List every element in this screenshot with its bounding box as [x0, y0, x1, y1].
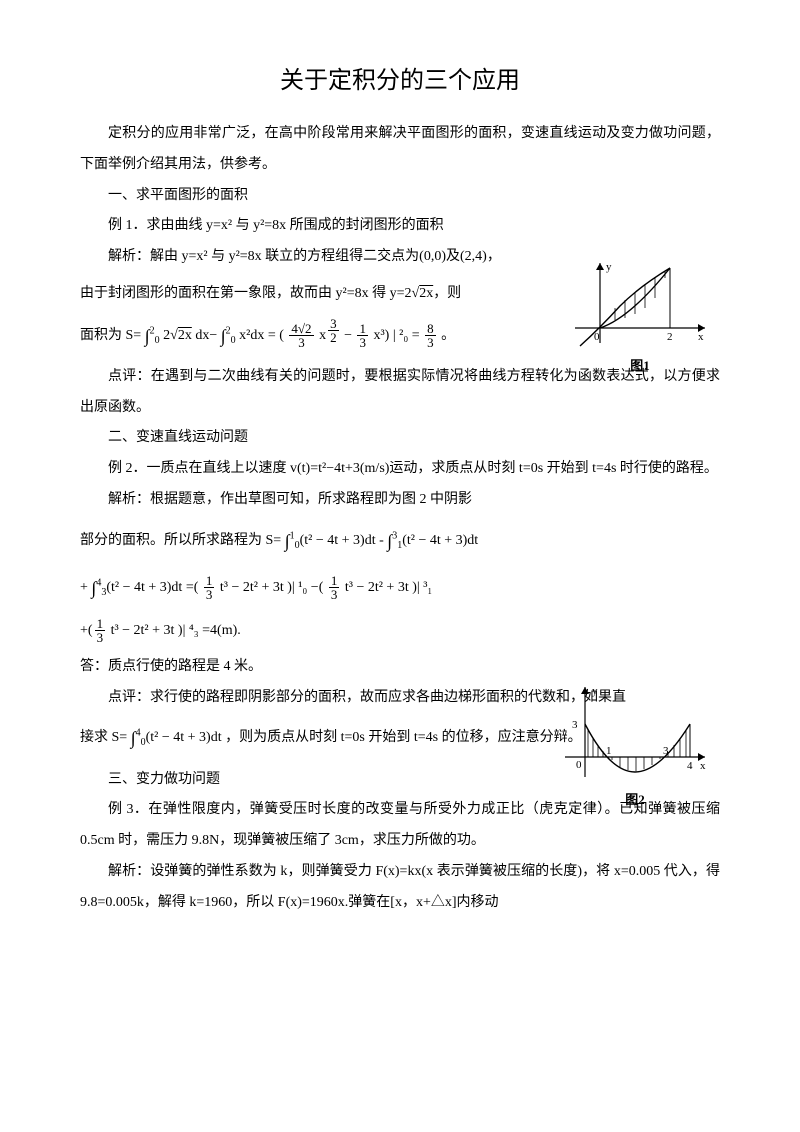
- text-fragment: = (: [268, 328, 284, 343]
- cubic-expr: t³ − 2t² + 3t: [345, 580, 409, 595]
- fraction-8-3: 83: [425, 322, 436, 349]
- example-2-analysis-1: 解析：根据题意，作出草图可知，所求路程即为图 2 中阴影: [80, 485, 720, 516]
- text-fragment: 接求 S=: [80, 730, 127, 745]
- int-lower: 0: [231, 334, 236, 345]
- eval-limits: ¹₀: [298, 580, 307, 595]
- text-fragment: x: [319, 328, 326, 343]
- integrand: (t² − 4t + 3)dt: [146, 730, 222, 745]
- sqrt-2x: 2x: [419, 286, 433, 301]
- y-arrow: [596, 263, 604, 270]
- example-2-expr-3: +(13 t³ − 2t² + 3t )| ⁴₃ =4(m).: [80, 614, 720, 648]
- figure-2-svg: 3 0 1 3 4 x y: [560, 682, 710, 782]
- text-fragment: x³) |: [373, 328, 399, 343]
- hatch-middle: [612, 757, 660, 771]
- x-tick-3: 3: [663, 745, 669, 757]
- figure-1: 0 2 x y 图1: [570, 258, 710, 368]
- fraction-1-3: 13: [95, 617, 106, 644]
- text-fragment: 由于封闭图形的面积在第一象限，故而由 y²=8x 得 y=2: [80, 286, 412, 301]
- text-fragment: )|: [178, 623, 189, 638]
- figure-2: 3 0 1 3 4 x y 图2: [560, 682, 710, 802]
- text-fragment: +: [80, 580, 88, 595]
- result: =4(m).: [202, 623, 241, 638]
- text-fragment: dx−: [195, 328, 217, 343]
- cubic-expr: t³ − 2t² + 3t: [220, 580, 284, 595]
- text-fragment: x²dx: [239, 328, 264, 343]
- integrand: (t² − 4t + 3)dt: [402, 533, 478, 548]
- text-fragment: −(: [311, 580, 324, 595]
- sqrt-2x: 2x: [178, 328, 192, 343]
- example-3-analysis: 解析：设弹簧的弹性系数为 k，则弹簧受力 F(x)=kx(x 表示弹簧被压缩的长…: [80, 857, 720, 919]
- fraction-1-3: 13: [329, 574, 340, 601]
- cubic-expr: t³ − 2t² + 3t: [111, 623, 175, 638]
- text-fragment: −: [344, 328, 355, 343]
- tick-2: 2: [667, 331, 673, 343]
- hatch-lines: [615, 271, 665, 320]
- eval-limits: ³₁: [423, 580, 432, 595]
- section-1-heading: 一、求平面图形的面积: [80, 181, 720, 212]
- int-lower: 0: [155, 334, 160, 345]
- page-title: 关于定积分的三个应用: [80, 60, 720, 95]
- y-arrow: [581, 687, 589, 694]
- x-tick-4: 4: [687, 760, 693, 772]
- eval-limits: ²₀: [399, 328, 408, 343]
- text-fragment: =(: [186, 580, 199, 595]
- fraction-1-3: 13: [204, 574, 215, 601]
- fraction-1-3: 13: [357, 322, 368, 349]
- x-tick-1: 1: [606, 745, 612, 757]
- integrand: (t² − 4t + 3)dt: [300, 533, 376, 548]
- fraction-3-2: 32: [328, 317, 339, 344]
- integrand: (t² − 4t + 3)dt: [106, 580, 182, 595]
- example-2-title: 例 2．一质点在直线上以速度 v(t)=t²−4t+3(m/s)运动，求质点从时…: [80, 454, 720, 485]
- y-label: y: [592, 685, 598, 697]
- example-2-answer: 答：质点行使的路程是 4 米。: [80, 652, 720, 683]
- example-2-expr-2: + ∫43(t² − 4t + 3)dt =( 13 t³ − 2t² + 3t…: [80, 567, 720, 610]
- text-fragment: ，则: [433, 286, 461, 301]
- y-tick-3: 3: [572, 719, 578, 731]
- text-fragment: ，则为质点从时刻 t=0s 开始到 t=4s 的位移，应注意分辩。: [225, 730, 581, 745]
- x-label: x: [698, 331, 704, 343]
- text-fragment: =: [412, 328, 423, 343]
- intro-paragraph: 定积分的应用非常广泛，在高中阶段常用来解决平面图形的面积，变速直线运动及变力做功…: [80, 119, 720, 181]
- figure-2-label: 图2: [560, 789, 710, 808]
- text-fragment: 面积为 S=: [80, 328, 141, 343]
- origin-label: 0: [576, 759, 582, 771]
- text-fragment: 部分的面积。所以所求路程为 S=: [80, 533, 281, 548]
- y-label: y: [606, 261, 612, 273]
- text-fragment: )|: [412, 580, 423, 595]
- eval-limits: ⁴₃: [189, 623, 199, 638]
- example-1-title: 例 1．求由曲线 y=x² 与 y²=8x 所围成的封闭图形的面积: [80, 211, 720, 242]
- x-label: x: [700, 760, 706, 772]
- text-fragment: 。: [441, 328, 455, 343]
- origin-label: 0: [594, 331, 600, 343]
- example-2-expr-1: 部分的面积。所以所求路程为 S= ∫10(t² − 4t + 3)dt - ∫3…: [80, 520, 720, 563]
- section-2-heading: 二、变速直线运动问题: [80, 423, 720, 454]
- figure-1-svg: 0 2 x y: [570, 258, 710, 348]
- text-fragment: )|: [287, 580, 298, 595]
- fraction-4r2-3: 4√23: [289, 322, 313, 349]
- figure-1-label: 图1: [570, 355, 710, 374]
